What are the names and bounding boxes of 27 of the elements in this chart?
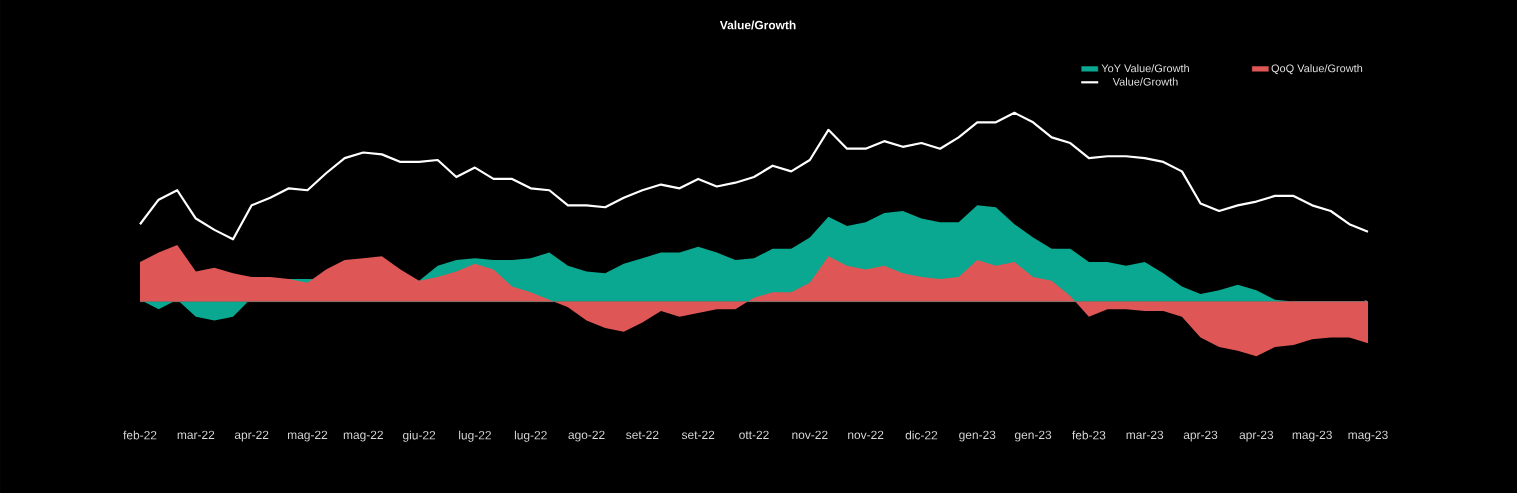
- x-tick-label: giu-22: [402, 430, 436, 442]
- x-tick-label: mag-23: [1292, 430, 1332, 442]
- x-tick-label: apr-23: [1183, 430, 1218, 442]
- legend-label: QoQ Value/Growth: [1271, 64, 1363, 75]
- x-tick-label: gen-23: [1014, 430, 1052, 442]
- x-tick-label: set-22: [681, 430, 715, 440]
- x-tick-label: feb-22: [123, 430, 157, 440]
- chart-title: Value/Growth: [719, 20, 796, 30]
- legend-label: YoY Value/Growth: [1101, 64, 1189, 73]
- x-tick-label: dic-22: [905, 430, 938, 440]
- x-tick-label: ott-22: [739, 430, 769, 440]
- x-tick-label: ago-22: [568, 430, 605, 442]
- x-tick-label: nov-22: [792, 430, 828, 440]
- x-tick-label: mar-23: [1126, 430, 1164, 440]
- x-tick-label: lug-22: [514, 430, 547, 442]
- x-tick-label: lug-22: [459, 430, 491, 442]
- x-tick-label: set-22: [626, 430, 659, 440]
- x-tick-label: mar-22: [177, 430, 215, 440]
- x-tick-label: mag-23: [1348, 430, 1388, 442]
- x-tick-label: mag-22: [343, 430, 383, 442]
- x-tick-label: nov-22: [848, 430, 884, 440]
- x-tick-label: mag-22: [288, 430, 328, 442]
- x-tick-label: gen-23: [959, 430, 996, 442]
- legend-label: Value/Growth: [1112, 77, 1178, 86]
- x-tick-label: feb-23: [1072, 430, 1106, 440]
- x-tick-label: apr-23: [1239, 430, 1274, 442]
- x-tick-label: apr-22: [234, 430, 269, 442]
